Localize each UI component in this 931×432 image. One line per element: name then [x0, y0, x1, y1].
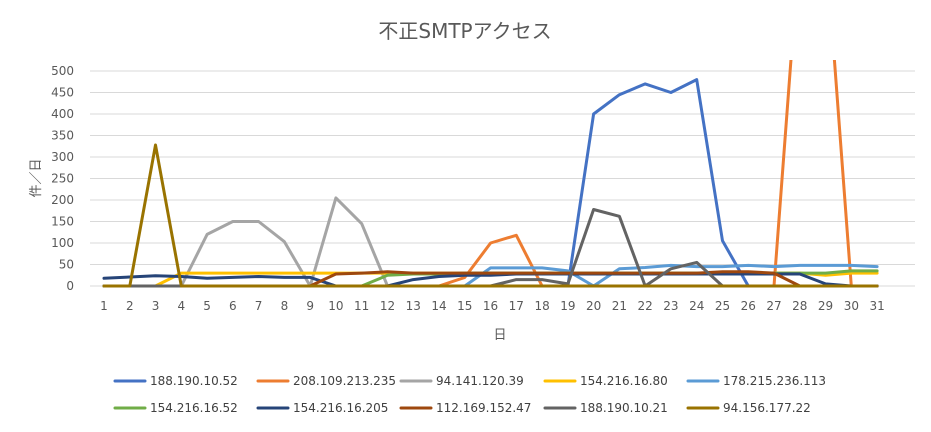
- legend: 188.190.10.52 208.109.213.235 94.141.120.3…: [113, 374, 826, 415]
- x-tick-label: 27: [766, 299, 781, 313]
- y-tick-label: 150: [51, 215, 74, 229]
- legend-label: 188.190.10.52: [150, 374, 238, 388]
- legend-item: 154.216.16.205: [256, 401, 388, 415]
- legend-item: 112.169.152.47: [399, 401, 531, 415]
- x-tick-label: 1: [100, 299, 108, 313]
- y-tick-label: 50: [59, 258, 74, 272]
- legend-item: 208.109.213.235: [256, 374, 396, 388]
- x-tick-label: 21: [612, 299, 627, 313]
- x-tick-label: 4: [177, 299, 185, 313]
- legend-label: 178.215.236.113: [723, 374, 826, 388]
- x-tick-label: 14: [431, 299, 446, 313]
- x-tick-label: 30: [844, 299, 859, 313]
- x-tick-label: 25: [715, 299, 730, 313]
- series-line-9: [102, 143, 879, 288]
- x-tick-label: 19: [560, 299, 575, 313]
- legend-label: 94.141.120.39: [436, 374, 524, 388]
- gridlines: [90, 70, 915, 287]
- x-tick-label: 10: [328, 299, 343, 313]
- x-tick-label: 18: [534, 299, 549, 313]
- x-axis-ticks: 1 2 3 4 5 6 7 8 9 10 11 12 13 14 15 16 17 18 19 20 21 22 23 24 2…: [100, 299, 885, 313]
- x-tick-label: 16: [483, 299, 498, 313]
- x-tick-label: 29: [818, 299, 833, 313]
- x-tick-label: 2: [126, 299, 134, 313]
- legend-label: 154.216.16.52: [150, 401, 238, 415]
- y-tick-label: 100: [51, 236, 74, 250]
- x-tick-label: 20: [586, 299, 601, 313]
- legend-label: 188.190.10.21: [580, 401, 668, 415]
- y-tick-label: 250: [51, 172, 74, 186]
- y-tick-label: 450: [51, 86, 74, 100]
- y-axis-ticks: 0 50 100 150 200 250 300 350 400 450 500: [51, 64, 74, 293]
- y-tick-label: 200: [51, 193, 74, 207]
- x-tick-label: 22: [638, 299, 653, 313]
- x-tick-label: 17: [509, 299, 524, 313]
- x-tick-label: 3: [152, 299, 160, 313]
- x-tick-label: 31: [869, 299, 884, 313]
- y-tick-label: 500: [51, 64, 74, 78]
- x-tick-label: 23: [663, 299, 678, 313]
- x-tick-label: 24: [689, 299, 704, 313]
- legend-label: 208.109.213.235: [293, 374, 396, 388]
- y-axis-label: 件／日: [29, 158, 44, 197]
- x-tick-label: 6: [229, 299, 237, 313]
- y-tick-label: 300: [51, 150, 74, 164]
- legend-label: 112.169.152.47: [436, 401, 531, 415]
- y-tick-label: 400: [51, 107, 74, 121]
- x-axis-label: 日: [493, 328, 506, 343]
- y-tick-label: 0: [66, 279, 74, 293]
- x-tick-label: 11: [354, 299, 369, 313]
- legend-label: 154.216.16.80: [580, 374, 668, 388]
- series-layer: [102, 60, 879, 288]
- y-tick-label: 350: [51, 129, 74, 143]
- x-tick-label: 13: [406, 299, 421, 313]
- legend-item: 178.215.236.113: [686, 374, 826, 388]
- legend-label: 94.156.177.22: [723, 401, 811, 415]
- x-tick-label: 15: [457, 299, 472, 313]
- legend-item: 94.156.177.22: [686, 401, 811, 415]
- chart-title: 不正SMTPアクセス: [378, 19, 551, 43]
- series-line-6: [102, 272, 879, 288]
- x-tick-label: 5: [203, 299, 211, 313]
- x-tick-label: 26: [741, 299, 756, 313]
- series-line-0: [102, 78, 879, 288]
- x-tick-label: 12: [380, 299, 395, 313]
- legend-item: 154.216.16.52: [113, 401, 238, 415]
- legend-label: 154.216.16.205: [293, 401, 388, 415]
- legend-item: 188.190.10.52: [113, 374, 238, 388]
- legend-item: 94.141.120.39: [399, 374, 524, 388]
- x-tick-label: 7: [255, 299, 263, 313]
- x-tick-label: 9: [306, 299, 314, 313]
- legend-item: 188.190.10.21: [543, 401, 668, 415]
- legend-item: 154.216.16.80: [543, 374, 668, 388]
- x-tick-label: 8: [281, 299, 289, 313]
- x-tick-label: 28: [792, 299, 807, 313]
